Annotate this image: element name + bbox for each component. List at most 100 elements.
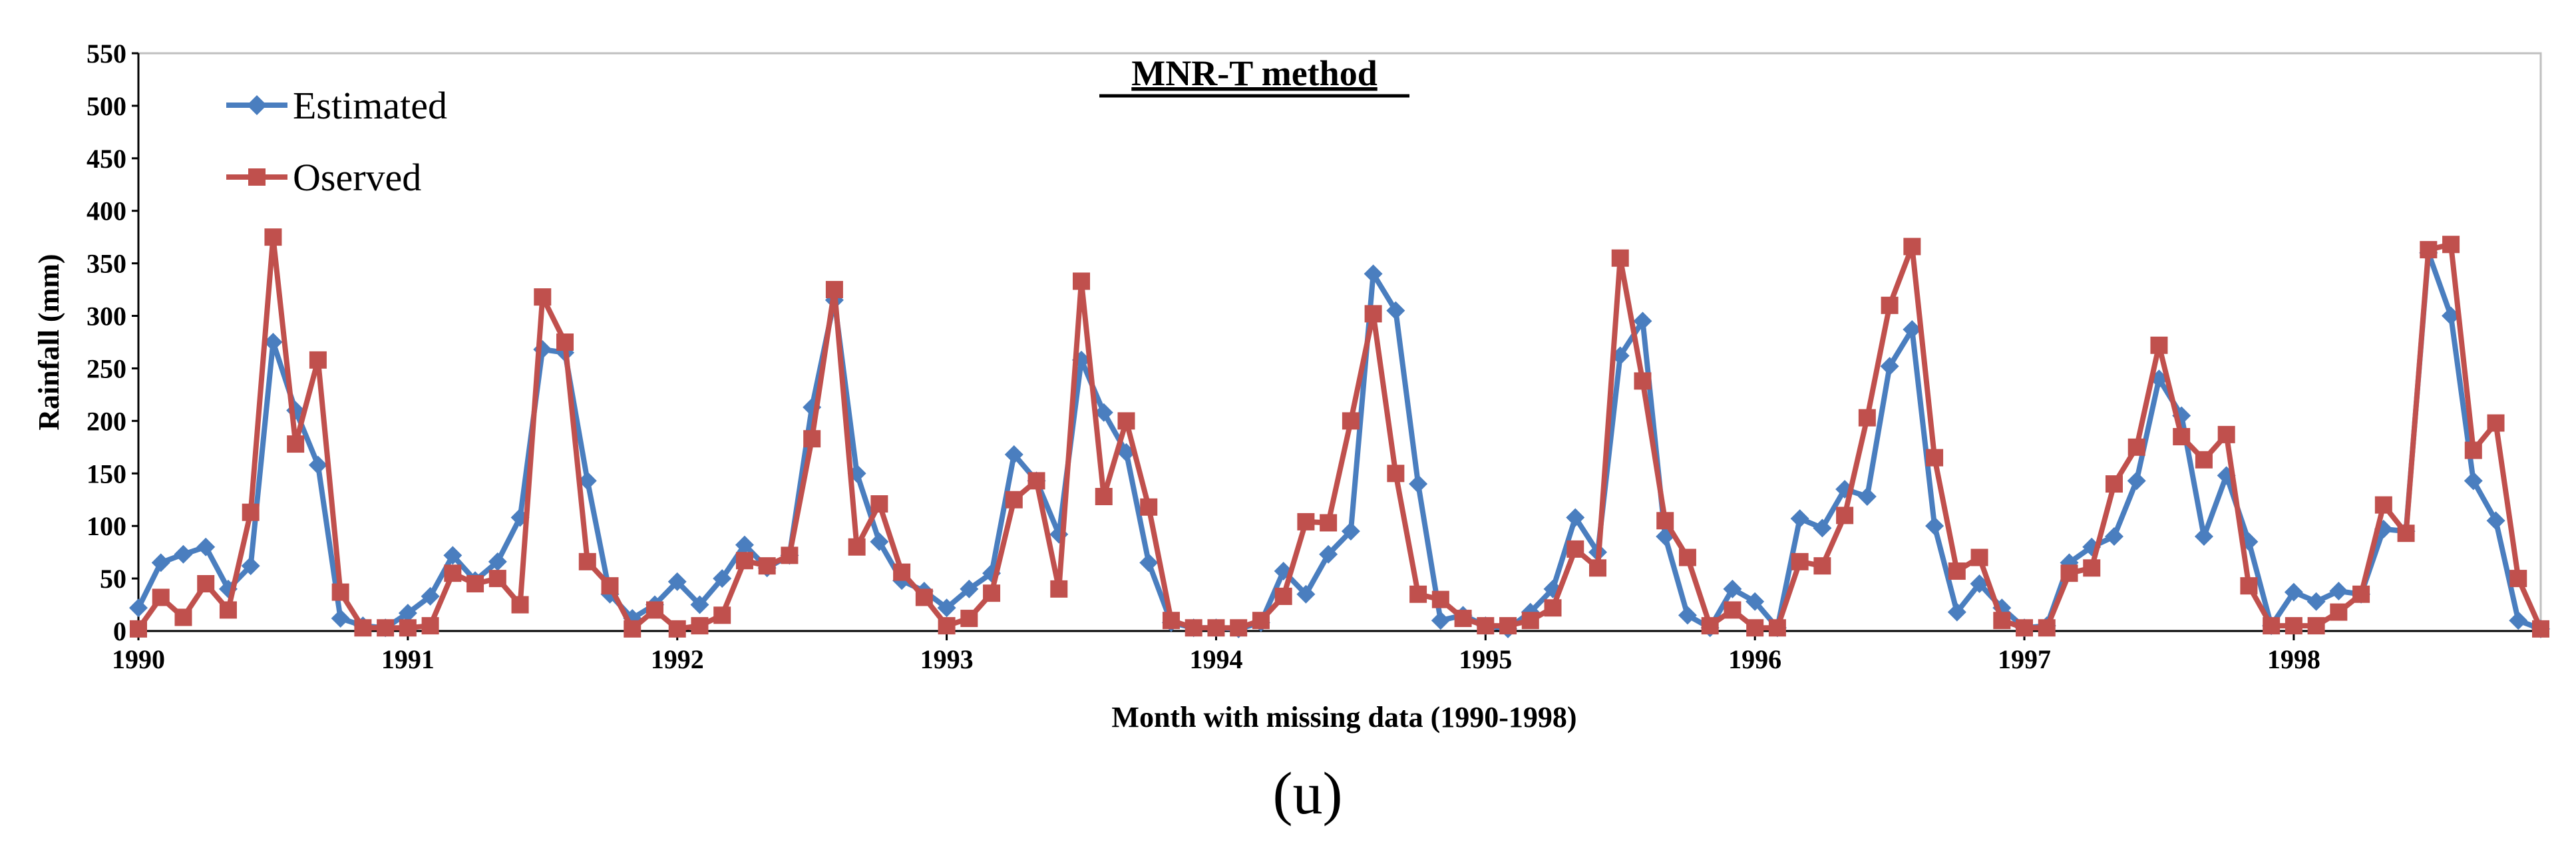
y-tick-label: 550 — [87, 39, 126, 69]
data-point — [421, 617, 439, 635]
data-point — [1880, 357, 1899, 376]
x-tick-label: 1994 — [1189, 644, 1242, 674]
data-point — [938, 617, 956, 635]
data-point — [2464, 441, 2482, 459]
data-point — [2487, 414, 2505, 432]
data-point — [667, 572, 687, 591]
data-point — [1499, 617, 1517, 635]
data-point — [1813, 557, 1831, 575]
data-point — [1431, 611, 1450, 630]
data-point — [466, 574, 484, 592]
data-point — [713, 606, 731, 624]
data-point — [1162, 612, 1180, 630]
data-point — [1027, 472, 1045, 490]
data-point — [2464, 471, 2483, 491]
data-point — [1970, 548, 1988, 566]
data-point — [1139, 553, 1159, 572]
data-point — [331, 609, 350, 628]
data-point — [1252, 612, 1270, 630]
data-point — [735, 535, 754, 554]
data-point — [2284, 582, 2303, 602]
data-point — [848, 538, 866, 556]
x-tick-label: 1992 — [651, 644, 704, 674]
data-point — [2420, 241, 2438, 259]
data-point — [2352, 585, 2370, 603]
x-tick-label: 1993 — [920, 644, 974, 674]
data-point — [2486, 511, 2505, 530]
data-point — [152, 588, 170, 606]
data-point — [2240, 577, 2258, 595]
data-point — [534, 288, 552, 306]
data-point — [2150, 336, 2168, 354]
data-point — [1386, 301, 1405, 320]
data-point — [803, 430, 821, 448]
data-point — [870, 495, 888, 513]
x-tick-labels: 1990 1991 1992 1993 1994 1995 1996 1997 1998 — [112, 644, 2320, 674]
data-point — [129, 598, 148, 618]
data-point — [2329, 582, 2348, 601]
series-oserved — [130, 228, 2549, 638]
data-point — [174, 608, 192, 626]
data-point — [241, 556, 260, 576]
data-point — [1364, 305, 1382, 323]
data-point — [1926, 449, 1944, 467]
y-tick-label: 50 — [100, 564, 126, 594]
data-point — [151, 553, 170, 572]
data-point — [1701, 617, 1719, 635]
y-axis-title: Rainfall (mm) — [33, 254, 65, 430]
data-point — [2263, 617, 2281, 635]
data-point — [1656, 512, 1674, 530]
data-point — [870, 532, 889, 551]
data-point — [2374, 496, 2392, 514]
data-point — [1431, 590, 1449, 608]
data-point — [1342, 412, 1360, 430]
data-point — [2217, 425, 2235, 443]
data-point — [2173, 428, 2191, 446]
data-point — [2105, 475, 2123, 493]
data-point — [2127, 471, 2146, 491]
series-group — [129, 228, 2550, 638]
data-point — [1925, 517, 1944, 536]
data-point — [1724, 601, 1742, 619]
data-point — [645, 601, 663, 619]
y-tick-label: 350 — [87, 249, 126, 279]
data-point — [308, 455, 327, 475]
data-point — [578, 471, 597, 491]
data-point — [2532, 620, 2549, 638]
data-point — [1566, 508, 1585, 527]
data-point — [1790, 509, 1809, 528]
data-point — [399, 619, 417, 637]
data-point — [309, 351, 327, 369]
data-point — [1387, 465, 1405, 483]
data-point — [1477, 617, 1495, 635]
data-point — [1588, 559, 1606, 577]
legend-label: Oserved — [293, 156, 421, 199]
data-point — [2127, 438, 2145, 456]
data-point — [1207, 619, 1225, 637]
data-point — [1185, 619, 1202, 637]
x-axis-title: Month with missing data (1990-1998) — [1111, 701, 1576, 734]
data-point — [2307, 617, 2325, 635]
y-tick-label: 450 — [87, 144, 126, 174]
y-tick-label: 500 — [87, 91, 126, 121]
data-point — [1813, 519, 1832, 538]
x-tick-label: 1997 — [1998, 644, 2051, 674]
data-point — [1881, 296, 1899, 314]
data-point — [1094, 403, 1113, 422]
data-point — [2195, 451, 2213, 469]
x-tick-label: 1998 — [2267, 644, 2320, 674]
legend: Estimated Oserved — [226, 84, 447, 199]
data-point — [1140, 498, 1158, 516]
x-tick-label: 1990 — [112, 644, 165, 674]
y-tick-label: 300 — [87, 302, 126, 331]
data-point — [2083, 559, 2101, 577]
data-point — [1296, 584, 1316, 604]
data-point — [1095, 487, 1113, 505]
data-point — [1409, 585, 1427, 603]
data-point — [242, 503, 260, 521]
data-point — [2442, 236, 2460, 254]
data-point — [2060, 564, 2078, 582]
data-point — [488, 552, 507, 571]
data-point — [1117, 412, 1135, 430]
